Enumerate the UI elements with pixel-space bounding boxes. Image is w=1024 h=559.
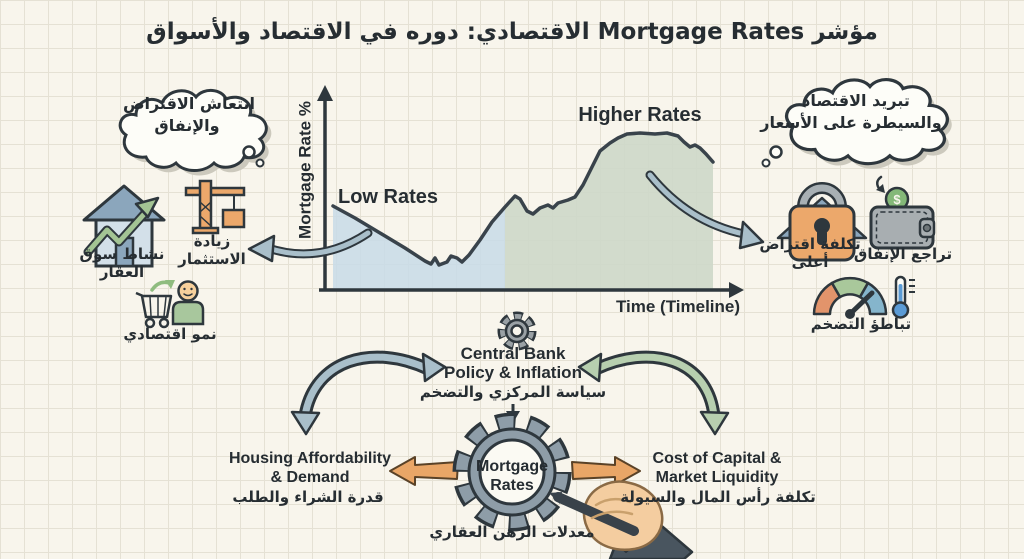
thought-right-line1: تبريد الاقتصاد: [802, 91, 910, 110]
investment-label-line2: الاستثمار: [178, 250, 246, 268]
wallet-spending-icon: $: [869, 175, 936, 250]
economic-growth-label: نمو اقتصادي: [123, 325, 217, 343]
capital-label-en2: Market Liquidity: [655, 469, 779, 486]
arrow-chart-to-left-icon: [247, 228, 373, 263]
arrow-hub-to-capital-icon: [571, 456, 641, 486]
capital-label-ar: تكلفة رأس المال والسيولة: [620, 488, 816, 506]
borrow-cost-label-line2: أعلى: [791, 253, 829, 271]
thought-cloud-right-icon: [761, 78, 952, 169]
cart-person-growth-icon: [135, 280, 205, 329]
thought-left-line2: والإنفاق: [154, 116, 220, 135]
x-axis-arrowhead: [729, 282, 744, 298]
central-bank-gear-icon: [497, 311, 537, 351]
inflation-slowdown-label: تباطؤ التضخم: [810, 315, 912, 333]
hub-label-line1: Mortgage: [476, 458, 548, 475]
central-bank-label-en2: Policy & Inflation: [444, 363, 582, 382]
chart-y-axis-label: Mortgage Rate %: [295, 101, 315, 239]
capital-label-en1: Cost of Capital &: [652, 450, 782, 467]
thermometer-icon: [891, 275, 915, 319]
arrow-hub-to-housing-icon: [389, 456, 459, 486]
page-title: مؤشر Mortgage Rates الاقتصادي: دوره في ا…: [146, 19, 878, 45]
chart-higher-rates-label: Higher Rates: [578, 104, 702, 126]
investment-label-line1: زيادة: [193, 232, 231, 250]
borrow-cost-label-line1: تكلفة اقتراض: [759, 235, 861, 253]
thought-right-line2: والسيطرة على الأسعار: [760, 113, 942, 132]
housing-label-en2: & Demand: [270, 469, 350, 486]
house-growth-icon: [82, 184, 166, 268]
thought-cloud-left-icon: [118, 89, 272, 176]
central-bank-label-ar: سياسة المركزي والتضخم: [419, 383, 607, 401]
housing-label-ar: قدرة الشراء والطلب: [232, 488, 384, 506]
mortgage-rates-gear-icon: [452, 412, 572, 532]
central-bank-label-en1: Central Bank: [460, 344, 566, 363]
inflation-gauge-icon: [812, 276, 888, 319]
hub-label-line2: Rates: [490, 477, 534, 494]
hub-label-ar: معدلات الرهن العقاري: [429, 523, 595, 541]
chart-x-axis-label: Time (Timeline): [615, 297, 741, 316]
y-axis-arrowhead: [317, 85, 333, 101]
housing-label-en1: Housing Affordability: [228, 450, 392, 467]
chart-area-high-fill: [505, 133, 713, 289]
padlock-icon: [776, 182, 868, 262]
rate-chart: [317, 85, 744, 298]
rate-curve: [331, 131, 715, 267]
hand-with-pen-icon: [549, 480, 694, 559]
chart-low-rates-label: Low Rates: [337, 186, 439, 208]
arrow-capital-centralbank-icon: [577, 350, 730, 436]
arrow-chart-to-right-icon: [645, 170, 765, 250]
thought-left-line1: انتعاش الاقتراض: [122, 94, 256, 113]
arrow-housing-centralbank-icon: [290, 350, 447, 436]
chart-area-low-fill: [333, 206, 505, 289]
construction-crane-icon: [184, 179, 246, 235]
real-estate-label-line1: نشاط سوق: [79, 245, 165, 263]
spending-decline-label: تراجع الإنفاق: [853, 245, 953, 263]
real-estate-label-line2: العقار: [99, 263, 145, 281]
dollar-sign-glyph: $: [893, 192, 901, 207]
